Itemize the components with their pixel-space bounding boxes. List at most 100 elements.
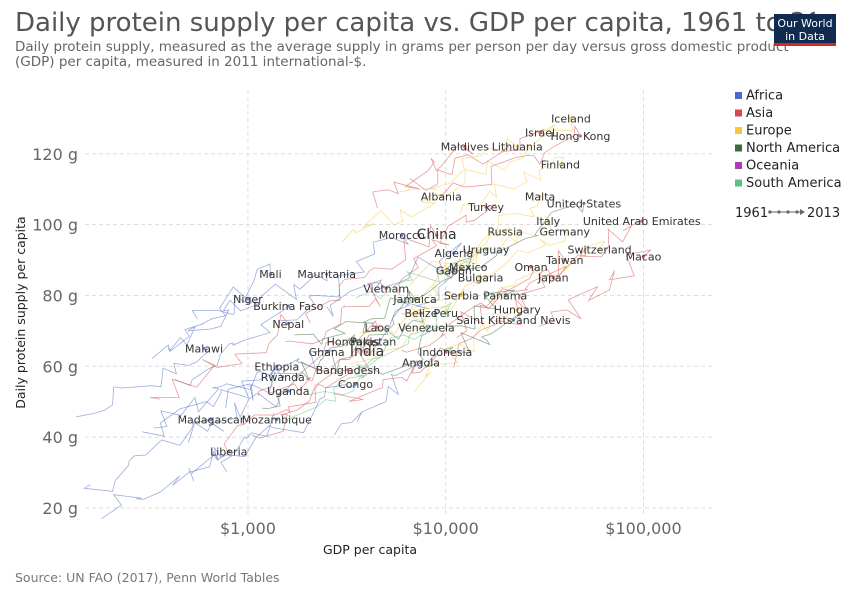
country-traces — [76, 116, 653, 520]
legend[interactable]: Africa Asia Europe North America Oceania Sout… — [735, 89, 842, 192]
label-mozambique: Mozambique — [242, 413, 312, 426]
trace-morocco — [280, 234, 410, 322]
point-maldives — [463, 145, 467, 149]
subtitle-line-2: (GDP) per capita, measured in 2011 inter… — [15, 54, 367, 70]
label-maldives: Maldives — [441, 141, 490, 154]
point-taiwan — [563, 258, 567, 262]
trace-india — [251, 346, 370, 439]
country-points — [202, 116, 646, 453]
x-tick-label: $100,000 — [605, 519, 681, 538]
trace-malawi — [76, 348, 209, 418]
label-nepal: Nepal — [272, 318, 304, 331]
label-pakistan: Pakistan — [350, 335, 396, 348]
label-japan: Japan — [537, 272, 569, 285]
label-bangladesh: Bangladesh — [316, 364, 381, 377]
point-saint-kitts-and-nevis — [511, 318, 516, 322]
chart-title: Daily protein supply per capita vs. GDP … — [15, 8, 815, 38]
point-belize — [419, 311, 423, 315]
point-laos — [375, 325, 379, 329]
label-saint-kitts-and-nevis: Saint Kitts and Nevis — [456, 314, 570, 327]
point-morocco — [400, 233, 404, 237]
legend-swatch-north-america — [735, 144, 742, 152]
point-uganda — [286, 389, 290, 393]
point-vietnam — [384, 286, 388, 290]
point-malta — [538, 194, 542, 198]
label-serbia: Serbia — [444, 289, 479, 302]
trace-niger — [151, 298, 259, 359]
legend-swatch-africa — [735, 92, 742, 99]
point-mexico — [466, 265, 470, 269]
trace-indonesia — [333, 347, 455, 402]
time-end-label: 2013 — [807, 206, 840, 221]
point-mozambique — [275, 417, 279, 421]
time-arrow — [800, 209, 805, 215]
y-tick-label: 100 g — [32, 216, 78, 235]
x-tick-label: $1,000 — [220, 519, 276, 538]
label-germany: Germany — [539, 226, 590, 239]
point-switzerland — [597, 247, 602, 251]
y-tick-label: 40 g — [42, 428, 78, 447]
label-rwanda: Rwanda — [261, 371, 305, 384]
trace-iceland — [448, 116, 574, 195]
label-hong-kong: Hong Kong — [551, 130, 611, 143]
label-ghana: Ghana — [309, 346, 345, 359]
point-burkina-faso — [286, 304, 290, 308]
point-india — [365, 350, 369, 354]
point-peru — [444, 311, 448, 315]
trace-pakistan — [268, 339, 380, 395]
label-uganda: Uganda — [267, 385, 309, 398]
trace-burkina-faso — [174, 304, 289, 387]
point-nepal — [286, 322, 290, 326]
time-dot — [777, 210, 781, 214]
point-niger — [246, 297, 250, 301]
point-pakistan — [371, 339, 375, 344]
label-jamaica: Jamaica — [392, 293, 436, 306]
point-finland — [558, 162, 562, 166]
label-macao: Macao — [626, 250, 662, 263]
label-venezuela: Venezuela — [398, 321, 455, 334]
label-madagascar: Madagascar — [178, 413, 245, 426]
label-switzerland: Switzerland — [568, 243, 632, 256]
point-bulgaria — [478, 276, 483, 280]
label-belize: Belize — [405, 307, 438, 320]
owid-logo[interactable]: Our World in Data — [774, 14, 836, 46]
trace-saint-kitts-and-nevis — [425, 310, 525, 368]
point-rwanda — [281, 375, 285, 379]
label-ethiopia: Ethiopia — [254, 360, 299, 373]
time-dot — [768, 210, 772, 214]
trace-albania — [341, 192, 442, 242]
legend-item-asia: Asia — [746, 106, 773, 121]
legend-swatch-south-america — [735, 179, 742, 187]
label-finland: Finland — [541, 158, 580, 171]
trace-united-states — [450, 200, 585, 280]
time-dot — [795, 210, 799, 214]
label-india: India — [350, 344, 384, 360]
legend-item-oceania: Oceania — [746, 159, 799, 174]
label-niger: Niger — [233, 293, 263, 306]
point-united-arab-emirates — [640, 219, 644, 223]
label-malawi: Malawi — [185, 343, 223, 356]
label-algeria: Algeria — [435, 247, 474, 260]
label-united-states: United States — [547, 197, 622, 210]
time-dot — [786, 210, 790, 214]
trace-angola — [334, 362, 422, 436]
x-axis-ticks: $1,000 $10,000 $100,000 — [220, 519, 682, 538]
point-panama — [503, 293, 507, 298]
trace-venezuela — [285, 327, 427, 421]
y-tick-label: 120 g — [32, 145, 78, 164]
label-taiwan: Taiwan — [545, 254, 583, 267]
trace-mauritania — [191, 274, 328, 320]
chart-subtitle: Daily protein supply, measured as the av… — [15, 40, 835, 70]
point-serbia — [459, 293, 463, 298]
trace-lithuania — [398, 137, 518, 193]
point-mali — [268, 272, 273, 276]
label-oman: Oman — [514, 261, 547, 274]
trace-congo — [220, 383, 356, 472]
legend-item-north-america: North America — [746, 141, 840, 156]
point-japan — [551, 276, 555, 280]
point-malawi — [202, 346, 206, 351]
point-indonesia — [444, 350, 448, 354]
x-axis-label: GDP per capita — [323, 542, 417, 557]
point-russia — [503, 230, 507, 234]
